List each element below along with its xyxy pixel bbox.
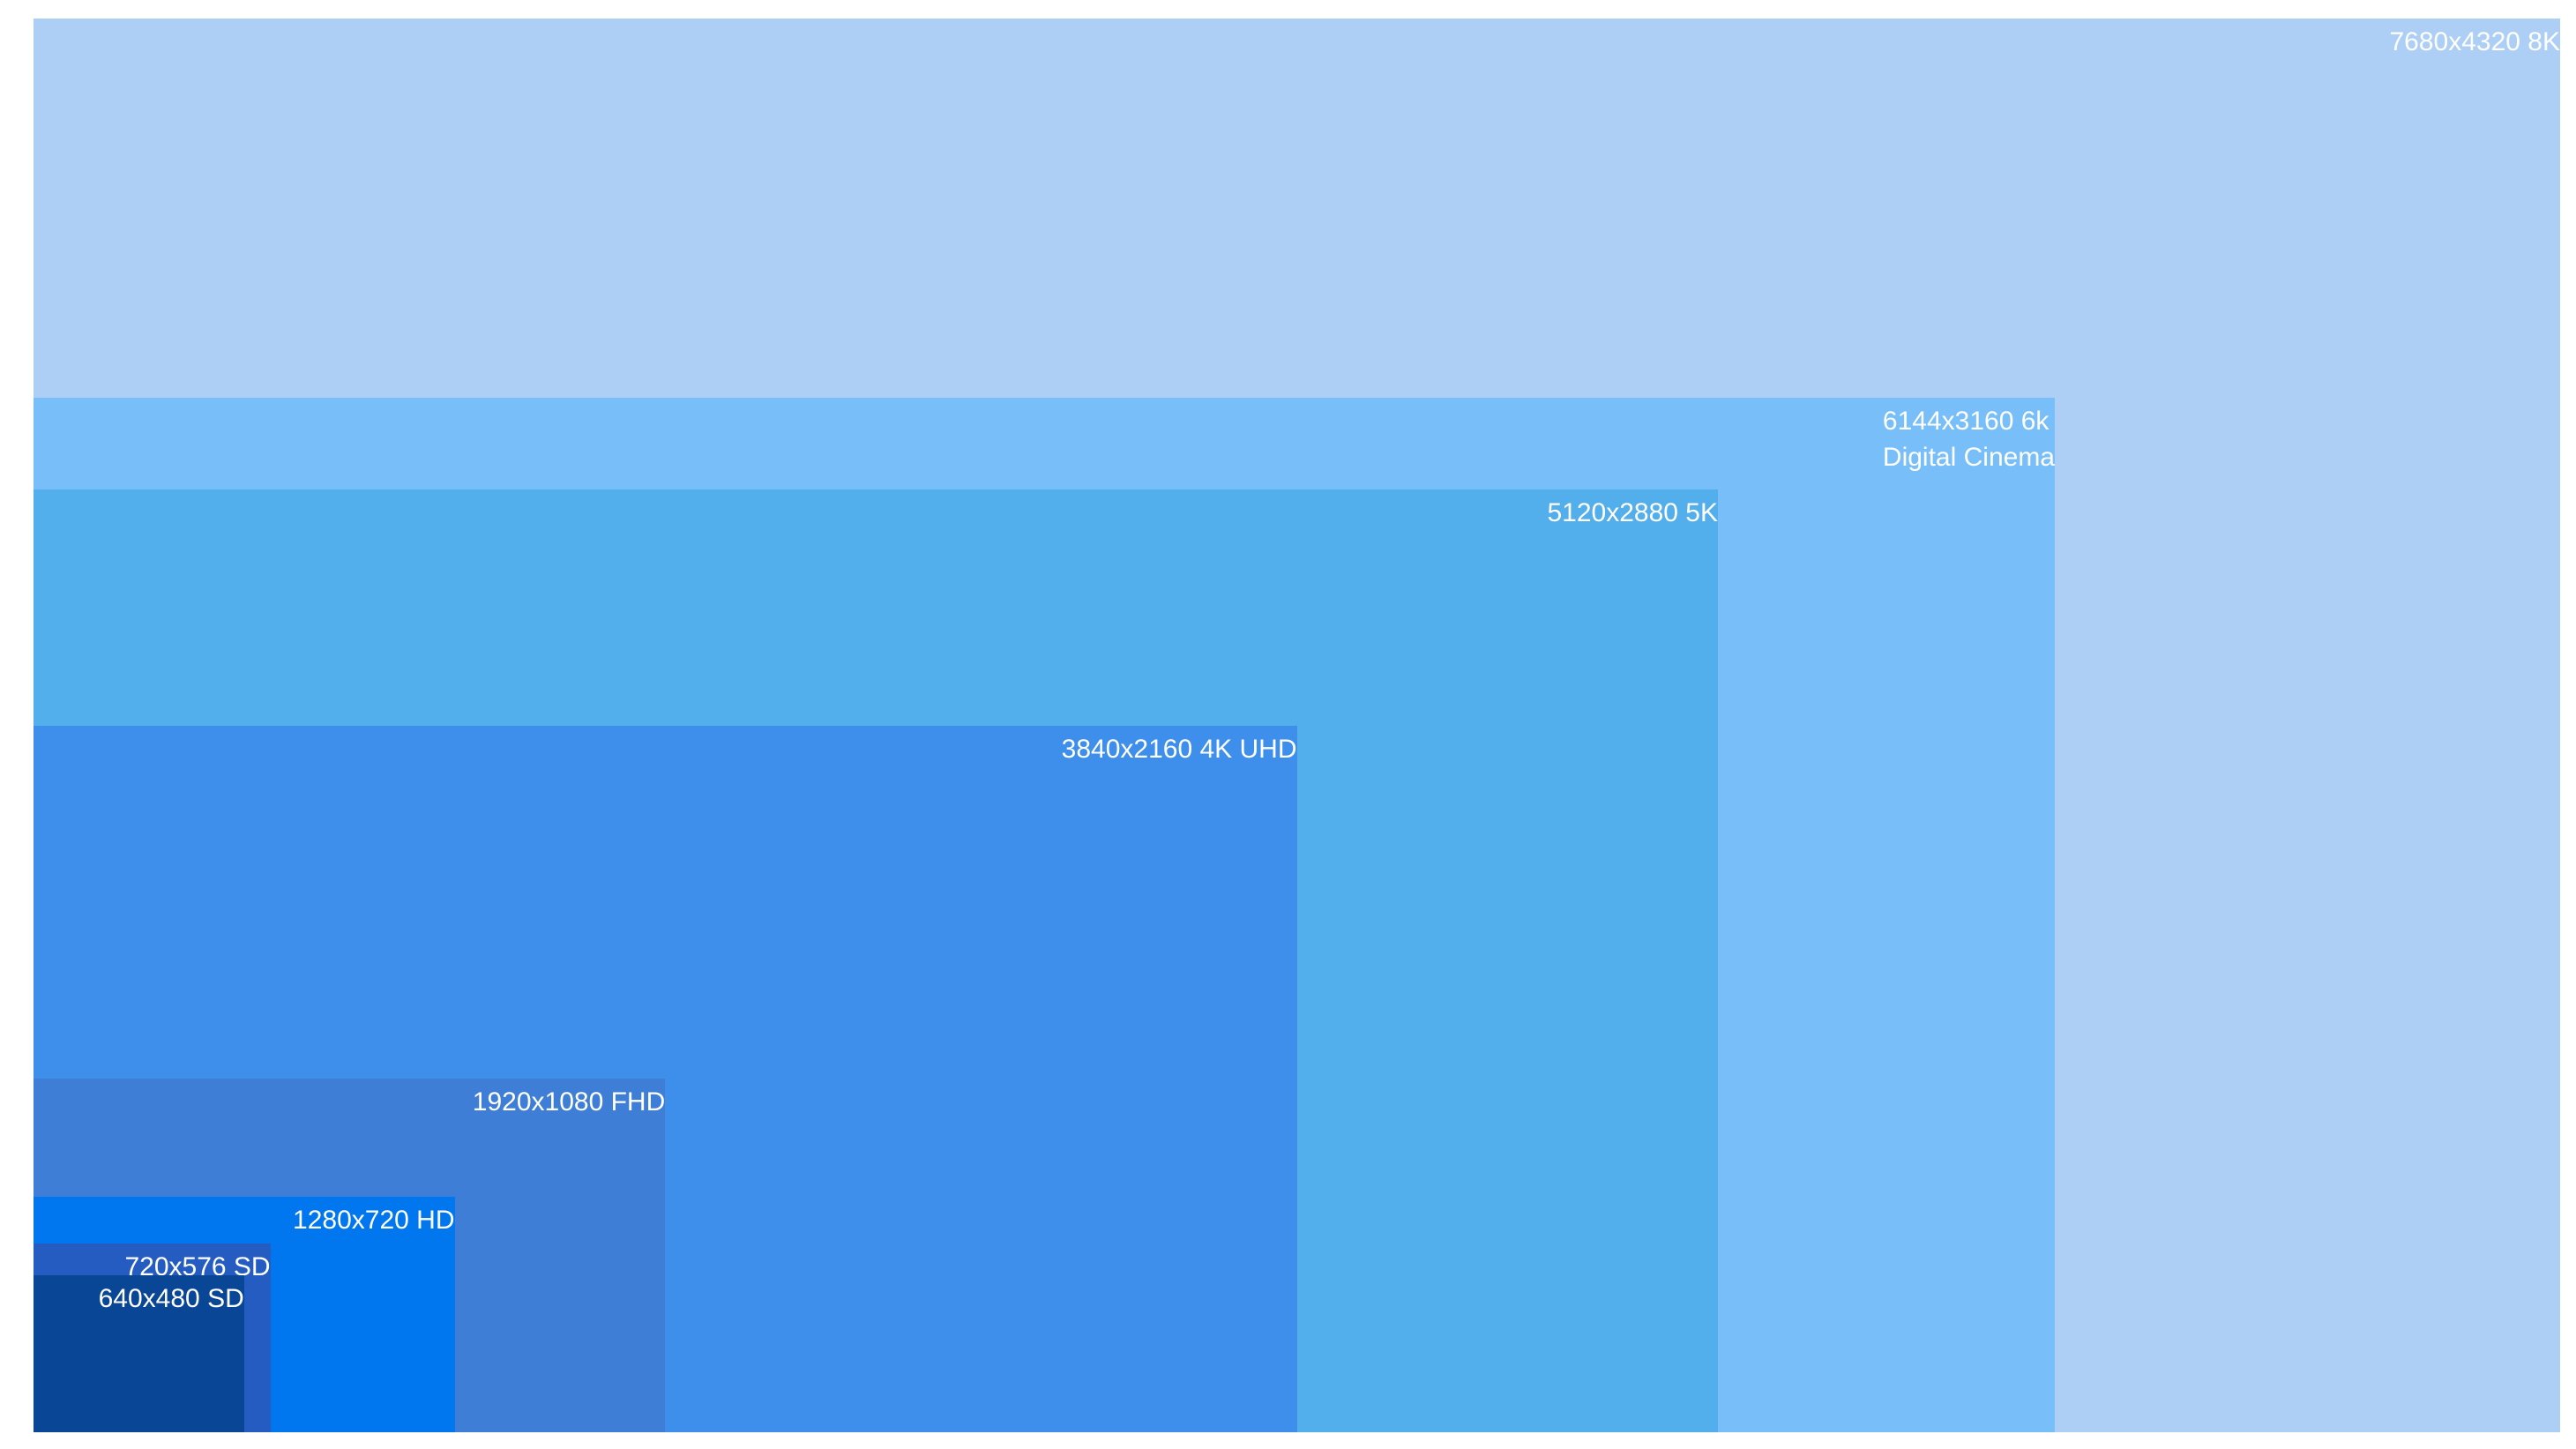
resolution-label-5k: 5120x2880 5K [1547,489,1718,531]
resolution-label-fhd: 1920x1080 FHD [473,1079,665,1120]
resolution-label-6k: 6144x3160 6k Digital Cinema [1883,398,2055,475]
resolution-label-line: 1920x1080 FHD [472,1087,666,1117]
resolution-label-line: 1280x720 HD [293,1205,455,1235]
resolution-label-sd480: 640x480 SD [99,1275,244,1317]
resolution-label-line: 3840x2160 4K UHD [1061,734,1297,764]
resolution-label-line: Digital Cinema [1882,443,2055,473]
resolution-label-4k: 3840x2160 4K UHD [1062,726,1297,767]
resolution-label-line: 5120x2880 5K [1547,498,1718,528]
resolution-label-line: 6144x3160 6k [1882,407,2050,437]
resolution-label-8k: 7680x4320 8K [2389,19,2560,60]
resolution-label-hd: 1280x720 HD [293,1197,454,1238]
resolution-box-sd480: 640x480 SD [34,1274,244,1432]
resolution-label-line: 7680x4320 8K [2389,27,2560,56]
resolution-label-line: 640x480 SD [98,1283,244,1313]
